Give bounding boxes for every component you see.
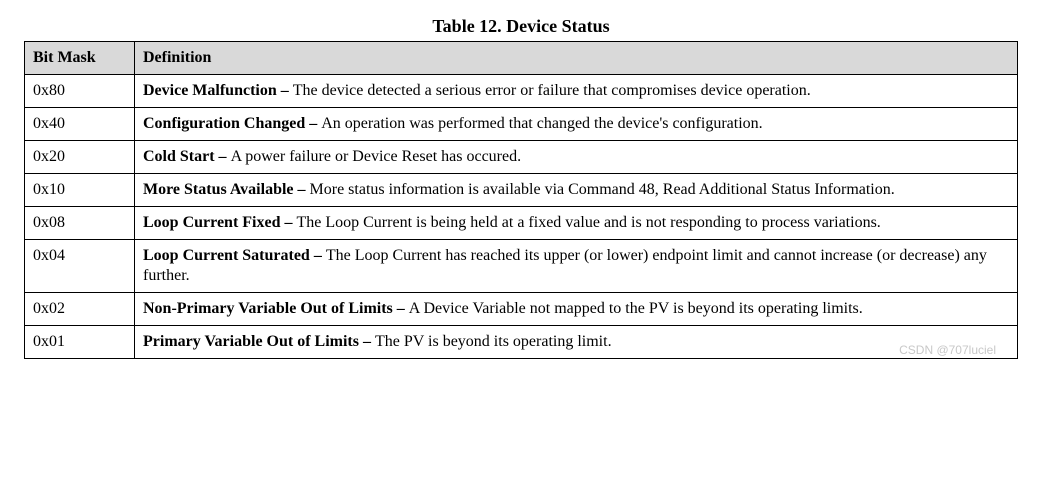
definition-term: Cold Start – [143, 148, 231, 165]
definition-cell: Configuration Changed – An operation was… [135, 108, 1018, 141]
definition-cell: More Status Available – More status info… [135, 174, 1018, 207]
definition-cell: Loop Current Saturated – The Loop Curren… [135, 240, 1018, 293]
bit-mask-cell: 0x40 [25, 108, 135, 141]
table-row: 0x20 Cold Start – A power failure or Dev… [25, 141, 1018, 174]
definition-cell: Loop Current Fixed – The Loop Current is… [135, 207, 1018, 240]
definition-cell: Device Malfunction – The device detected… [135, 75, 1018, 108]
table-row: 0x02 Non-Primary Variable Out of Limits … [25, 293, 1018, 326]
bit-mask-cell: 0x04 [25, 240, 135, 293]
bit-mask-cell: 0x08 [25, 207, 135, 240]
definition-cell: Primary Variable Out of Limits – The PV … [135, 326, 1018, 359]
definition-desc: More status information is available via… [310, 181, 895, 198]
bit-mask-cell: 0x01 [25, 326, 135, 359]
definition-term: Device Malfunction – [143, 82, 293, 99]
table-row: 0x08 Loop Current Fixed – The Loop Curre… [25, 207, 1018, 240]
table-row: 0x04 Loop Current Saturated – The Loop C… [25, 240, 1018, 293]
table-row: 0x40 Configuration Changed – An operatio… [25, 108, 1018, 141]
table-body: 0x80 Device Malfunction – The device det… [25, 75, 1018, 359]
bit-mask-cell: 0x20 [25, 141, 135, 174]
table-header-row: Bit Mask Definition [25, 42, 1018, 75]
device-status-table: Bit Mask Definition 0x80 Device Malfunct… [24, 41, 1018, 359]
table-row: 0x10 More Status Available – More status… [25, 174, 1018, 207]
definition-term: More Status Available – [143, 181, 310, 198]
table-header: Bit Mask Definition [25, 42, 1018, 75]
bit-mask-cell: 0x02 [25, 293, 135, 326]
definition-desc: A power failure or Device Reset has occu… [231, 148, 522, 165]
table-row: 0x01 Primary Variable Out of Limits – Th… [25, 326, 1018, 359]
definition-term: Configuration Changed – [143, 115, 321, 132]
definition-term: Primary Variable Out of Limits – [143, 333, 375, 350]
definition-cell: Non-Primary Variable Out of Limits – A D… [135, 293, 1018, 326]
definition-cell: Cold Start – A power failure or Device R… [135, 141, 1018, 174]
definition-desc: A Device Variable not mapped to the PV i… [409, 300, 863, 317]
bit-mask-cell: 0x10 [25, 174, 135, 207]
definition-term: Loop Current Saturated – [143, 247, 326, 264]
table-row: 0x80 Device Malfunction – The device det… [25, 75, 1018, 108]
definition-term: Loop Current Fixed – [143, 214, 296, 231]
definition-desc: The device detected a serious error or f… [293, 82, 811, 99]
col-header-bit-mask: Bit Mask [25, 42, 135, 75]
page-container: Table 12. Device Status Bit Mask Definit… [24, 16, 1018, 359]
definition-desc: An operation was performed that changed … [321, 115, 762, 132]
table-caption: Table 12. Device Status [24, 16, 1018, 37]
bit-mask-cell: 0x80 [25, 75, 135, 108]
definition-desc: The Loop Current is being held at a fixe… [296, 214, 880, 231]
definition-term: Non-Primary Variable Out of Limits – [143, 300, 409, 317]
definition-desc: The PV is beyond its operating limit. [375, 333, 612, 350]
col-header-definition: Definition [135, 42, 1018, 75]
